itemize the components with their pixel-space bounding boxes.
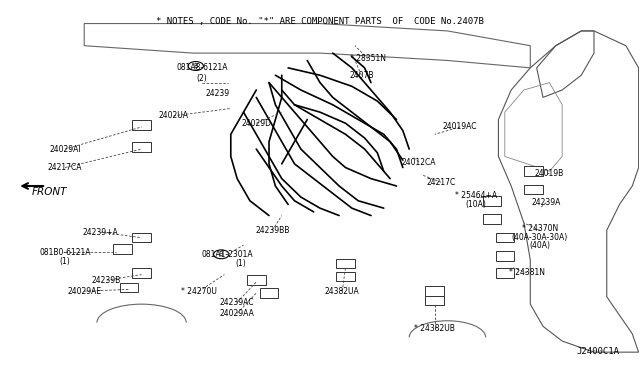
Text: (40A): (40A)	[529, 241, 550, 250]
FancyBboxPatch shape	[483, 196, 501, 206]
Text: 2402UA: 2402UA	[159, 111, 188, 121]
Text: B: B	[193, 63, 198, 69]
Text: * 24270U: * 24270U	[181, 287, 217, 296]
Text: * NOTES , CODE No. "*" ARE COMPONENT PARTS  OF  CODE No.2407B: * NOTES , CODE No. "*" ARE COMPONENT PAR…	[156, 17, 484, 26]
Text: 2407B: 2407B	[349, 71, 374, 80]
Text: 24217CA: 24217CA	[48, 163, 83, 172]
Text: 24029D: 24029D	[241, 119, 271, 128]
FancyBboxPatch shape	[426, 296, 444, 305]
FancyBboxPatch shape	[483, 214, 501, 224]
FancyBboxPatch shape	[120, 283, 138, 292]
Text: 081B0-6121A: 081B0-6121A	[40, 248, 91, 257]
Text: 24239BB: 24239BB	[255, 226, 289, 235]
FancyBboxPatch shape	[132, 233, 151, 243]
Text: 24029AA: 24029AA	[220, 309, 255, 318]
Text: 24382UA: 24382UA	[325, 287, 360, 296]
Text: (2): (2)	[196, 74, 207, 83]
FancyBboxPatch shape	[336, 259, 355, 268]
Text: * 24381N: * 24381N	[509, 268, 545, 277]
Text: (40A-30A-30A): (40A-30A-30A)	[512, 233, 568, 242]
Text: 24217C: 24217C	[426, 178, 456, 187]
FancyBboxPatch shape	[132, 142, 151, 152]
FancyBboxPatch shape	[336, 272, 355, 281]
FancyBboxPatch shape	[524, 185, 543, 195]
Text: 24239B: 24239B	[92, 276, 121, 285]
Text: * 25464+A: * 25464+A	[455, 191, 497, 200]
FancyBboxPatch shape	[132, 268, 151, 278]
Text: (10A): (10A)	[466, 200, 486, 209]
Text: 24029AI: 24029AI	[49, 145, 81, 154]
Text: J2400C1A: J2400C1A	[577, 347, 620, 356]
FancyBboxPatch shape	[260, 288, 278, 298]
Text: 24239+A: 24239+A	[83, 228, 118, 237]
Text: 24029AE: 24029AE	[67, 287, 101, 296]
Text: (1): (1)	[60, 257, 70, 266]
FancyBboxPatch shape	[247, 275, 266, 285]
Text: * 28351N: * 28351N	[350, 54, 386, 63]
Text: 24019B: 24019B	[535, 169, 564, 177]
Text: 081A1-2301A: 081A1-2301A	[202, 250, 253, 259]
Text: (1): (1)	[235, 259, 246, 268]
Text: 24239: 24239	[206, 89, 230, 98]
Text: 24019AC: 24019AC	[443, 122, 477, 131]
Text: * 24382UB: * 24382UB	[414, 324, 455, 333]
FancyBboxPatch shape	[495, 233, 514, 243]
Text: 081A8-6121A: 081A8-6121A	[177, 63, 228, 72]
Text: 24012CA: 24012CA	[401, 157, 436, 167]
Text: B: B	[219, 251, 223, 257]
Text: 24239A: 24239A	[532, 198, 561, 207]
FancyBboxPatch shape	[426, 286, 444, 296]
FancyBboxPatch shape	[495, 251, 514, 261]
Text: 24239AC: 24239AC	[220, 298, 255, 307]
FancyBboxPatch shape	[113, 244, 132, 254]
Text: * 24370N: * 24370N	[522, 224, 558, 233]
FancyBboxPatch shape	[495, 268, 514, 278]
FancyBboxPatch shape	[132, 120, 151, 130]
FancyBboxPatch shape	[524, 166, 543, 176]
Text: FRONT: FRONT	[31, 186, 67, 196]
